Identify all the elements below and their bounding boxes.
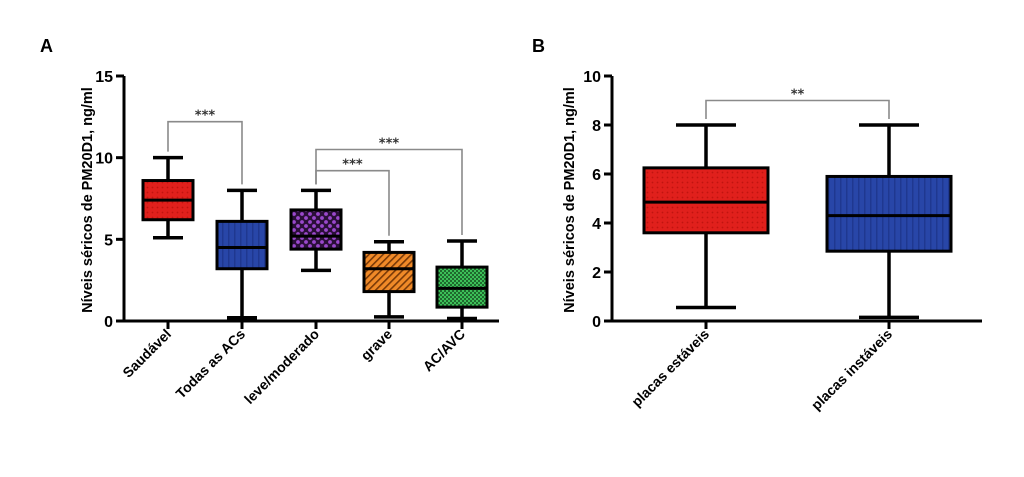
y-axis-label-a: Níveis séricos de PM20D1, ng/ml xyxy=(80,87,96,313)
y-tick-label: 10 xyxy=(95,151,113,168)
y-tick-label: 4 xyxy=(592,216,601,233)
category-label: leve/moderado xyxy=(241,326,322,407)
significance-bracket xyxy=(315,169,390,236)
category-label: Saudável xyxy=(119,326,174,381)
significance-bracket xyxy=(705,99,890,119)
significance-b: ** xyxy=(705,88,890,119)
box-todas-as-acs xyxy=(215,188,269,320)
box-placas-est-veis xyxy=(642,123,770,310)
y-tick-label: 8 xyxy=(592,118,601,135)
significance-label: *** xyxy=(342,158,363,173)
significance-label: *** xyxy=(195,109,216,124)
iqr-box xyxy=(642,166,770,235)
y-tick-label: 15 xyxy=(95,69,113,86)
box-leve-moderado xyxy=(289,188,343,273)
y-tick-label: 0 xyxy=(592,314,601,331)
category-labels-b: placas estáveis placas instáveis xyxy=(628,326,895,413)
significance-a: *** *** *** xyxy=(167,109,463,236)
axes-b: 0 2 4 6 8 10 xyxy=(583,69,982,331)
box-placas-inst-veis xyxy=(825,123,953,320)
iqr-box xyxy=(215,219,269,271)
y-tick-label: 6 xyxy=(592,167,601,184)
panel-letter-b: B xyxy=(532,36,545,56)
y-tick-label: 10 xyxy=(583,69,601,86)
iqr-box xyxy=(825,174,953,253)
box-ac-avc xyxy=(435,239,489,321)
iqr-box xyxy=(289,208,343,251)
significance-bracket xyxy=(315,148,463,235)
category-label: AC/AVC xyxy=(420,326,469,375)
box-saud-vel xyxy=(141,155,195,240)
category-label: placas estáveis xyxy=(628,326,712,410)
panel-b: B Níveis séricos de PM20D1, ng/ml 0 2 4 6 8 1… xyxy=(532,36,982,413)
y-tick-label: 5 xyxy=(104,232,113,249)
panel-a: A Níveis séricos de PM20D1, ng/ml 0 5 10 15… xyxy=(40,36,499,407)
panel-letter-a: A xyxy=(40,36,53,56)
box-grave xyxy=(362,240,416,319)
significance-label: *** xyxy=(379,137,400,152)
axes-a: 0 5 10 15 xyxy=(95,69,499,331)
category-label: grave xyxy=(357,326,395,364)
y-axis-label-b: Níveis séricos de PM20D1, ng/ml xyxy=(562,87,578,313)
category-label: Todas as ACs xyxy=(172,326,248,402)
category-label: placas instáveis xyxy=(808,326,895,413)
iqr-box xyxy=(362,250,416,294)
boxes-a xyxy=(141,155,489,321)
significance-label: ** xyxy=(791,88,805,103)
y-tick-label: 0 xyxy=(104,314,113,331)
boxes-b xyxy=(642,123,953,320)
y-tick-label: 2 xyxy=(592,265,601,282)
significance-bracket xyxy=(167,120,243,185)
